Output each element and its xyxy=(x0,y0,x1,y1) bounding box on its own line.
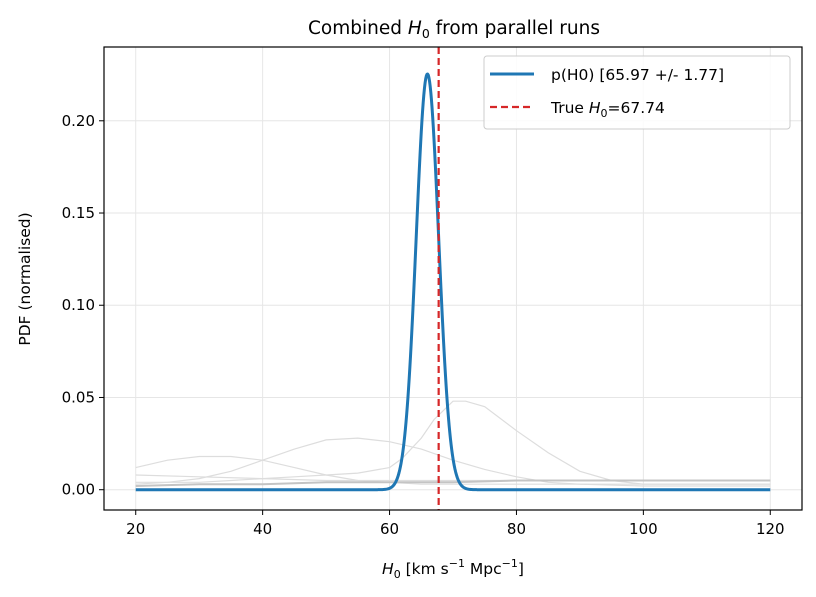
x-tick-label: 20 xyxy=(126,520,145,538)
series-layer xyxy=(134,47,772,510)
legend-box xyxy=(483,55,791,130)
xlabel-sub: 0 xyxy=(394,568,401,581)
xlabel-unit-b: Mpc xyxy=(465,560,502,578)
background-run-line xyxy=(135,479,771,487)
xlabel-exp-b: −1 xyxy=(502,557,518,570)
legend-label-combined: p(H0) [65.97 +/- 1.77] xyxy=(551,66,724,84)
legend-label-true: True H0=67.74 xyxy=(550,99,665,120)
x-tick-label: 40 xyxy=(253,520,272,538)
x-tick-label: 60 xyxy=(380,520,399,538)
x-axis-label: H0 [km s−1 Mpc−1] xyxy=(382,557,524,581)
xlabel-unit-a: [km s xyxy=(401,560,449,578)
true-label-a: True xyxy=(550,99,589,117)
x-tick-label: 80 xyxy=(507,520,526,538)
x-tick-label: 120 xyxy=(756,520,785,538)
background-runs xyxy=(135,400,771,487)
y-tick-label: 0.05 xyxy=(62,388,95,406)
title-main: Combined xyxy=(308,18,408,39)
y-tick-label: 0.00 xyxy=(62,481,95,499)
chart-title: Combined H0 from parallel runs xyxy=(308,18,600,41)
x-axis-ticks: 20 40 60 80 100 120 xyxy=(126,510,785,538)
true-label-var: H xyxy=(589,99,601,117)
xlabel-var: H xyxy=(382,560,394,578)
combined-pdf-line xyxy=(134,72,772,492)
y-tick-label: 0.10 xyxy=(62,296,95,314)
xlabel-end: ] xyxy=(518,560,524,578)
background-run-line xyxy=(135,400,771,485)
true-label-b: =67.74 xyxy=(608,99,665,117)
y-tick-label: 0.15 xyxy=(62,204,95,222)
y-axis-ticks: 0.00 0.05 0.10 0.15 0.20 xyxy=(62,112,104,499)
y-tick-label: 0.20 xyxy=(62,112,95,130)
x-tick-label: 100 xyxy=(629,520,658,538)
title-var: H xyxy=(408,18,422,39)
xlabel-exp-a: −1 xyxy=(449,557,465,570)
title-rest: from parallel runs xyxy=(430,18,600,39)
axes-frame xyxy=(103,46,803,511)
legend: p(H0) [65.97 +/- 1.77] True H0=67.74 xyxy=(483,55,791,130)
title-sub: 0 xyxy=(422,26,430,41)
true-label-sub: 0 xyxy=(601,107,608,120)
y-axis-label: PDF (normalised) xyxy=(16,212,34,345)
